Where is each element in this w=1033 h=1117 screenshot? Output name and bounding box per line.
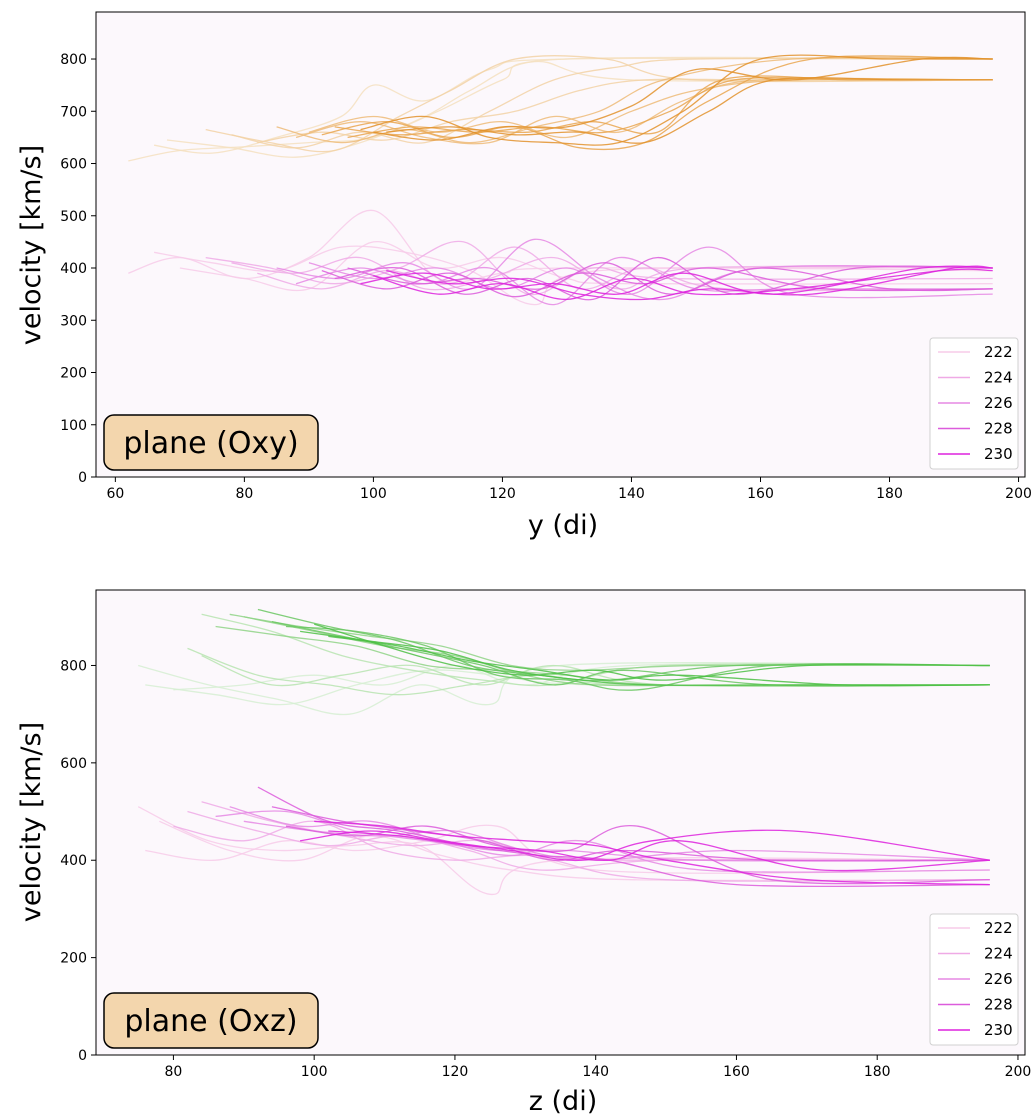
x-axis-label-oxz: z (di) xyxy=(529,1086,597,1117)
legend-label-oxy-224: 224 xyxy=(984,369,1013,387)
legend-label-oxy-230: 230 xyxy=(984,445,1013,463)
x-tick-label-oxy: 60 xyxy=(106,486,124,502)
y-tick-label-oxy: 500 xyxy=(60,209,87,225)
legend-label-oxy-228: 228 xyxy=(984,420,1013,438)
series-line-oxy-lower-6 xyxy=(257,246,993,292)
annotation-box-oxy: plane (Oxy) xyxy=(103,414,319,471)
y-tick-label-oxz: 200 xyxy=(60,951,87,967)
series-line-oxz-upper-6 xyxy=(201,613,990,687)
y-tick-label-oxy: 100 xyxy=(60,418,87,434)
x-tick-label-oxy: 100 xyxy=(360,486,387,502)
legend-oxy: 222 224 226 228 230 xyxy=(929,337,1019,470)
plot-frame-oxz xyxy=(95,589,1026,1056)
ticks-oxz: 80 100 120 140 160 180 200 0 200 400 600 800 xyxy=(60,658,1031,1080)
series-line-oxy-lower-10 xyxy=(321,267,993,298)
series-line-oxy-upper-10 xyxy=(321,55,993,151)
series-line-oxy-lower-2 xyxy=(153,245,993,306)
annotation-text-oxz: plane (Oxz) xyxy=(124,1004,297,1039)
series-line-oxy-upper-13 xyxy=(360,54,993,146)
legend-oxz: 222 224 226 228 230 xyxy=(929,913,1019,1046)
legend-label-oxy-226: 226 xyxy=(984,394,1013,412)
x-tick-label-oxy: 140 xyxy=(618,486,645,502)
x-tick-label-oxz: 120 xyxy=(442,1064,469,1080)
legend-label-oxz-222: 222 xyxy=(984,919,1013,937)
y-tick-label-oxz: 800 xyxy=(60,658,87,674)
series-line-oxy-lower-5 xyxy=(231,256,993,291)
series-line-oxy-upper-15 xyxy=(386,76,993,144)
series-line-oxz-lower-15 xyxy=(328,830,990,872)
series-line-oxy-upper-3 xyxy=(166,60,993,158)
series-line-oxz-upper-12 xyxy=(285,625,990,691)
series-line-oxy-lower-4 xyxy=(205,240,993,296)
x-tick-label-oxz: 80 xyxy=(165,1064,183,1080)
annotation-box-oxz: plane (Oxz) xyxy=(103,992,319,1049)
y-tick-label-oxz: 600 xyxy=(60,756,87,772)
series-line-oxz-upper-5 xyxy=(201,655,990,688)
series-line-oxy-lower-14 xyxy=(373,268,993,301)
annotation-text-oxy: plane (Oxy) xyxy=(123,426,298,461)
y-tick-label-oxz: 400 xyxy=(60,853,87,869)
x-tick-label-oxz: 100 xyxy=(301,1064,328,1080)
series-line-oxy-upper-12 xyxy=(347,76,993,139)
y-tick-label-oxy: 600 xyxy=(60,157,87,173)
y-tick-label-oxz: 0 xyxy=(78,1048,87,1064)
lines-oxy xyxy=(128,54,993,306)
y-tick-label-oxy: 200 xyxy=(60,366,87,382)
x-tick-label-oxy: 200 xyxy=(1005,486,1032,502)
x-axis-label-oxy: y (di) xyxy=(528,510,598,541)
ticks-oxy: 60 80 100 120 140 160 180 200 0 100 200 300 400 500 60… xyxy=(60,52,1032,502)
panel-oxz: 80 100 120 140 160 180 200 0 200 400 600 800 z (di)… xyxy=(16,589,1031,1117)
plot-area-oxz xyxy=(96,590,1025,1055)
plot-area-oxy xyxy=(96,12,1025,477)
series-line-oxy-lower-13 xyxy=(360,265,993,295)
annotation-bg-oxy xyxy=(103,414,319,471)
legend-label-oxz-224: 224 xyxy=(984,945,1013,963)
x-tick-label-oxz: 180 xyxy=(864,1064,891,1080)
y-tick-label-oxy: 800 xyxy=(60,52,87,68)
series-line-oxy-lower-11 xyxy=(334,256,993,301)
y-tick-label-oxy: 0 xyxy=(78,470,87,486)
series-line-oxz-upper-1 xyxy=(138,661,990,716)
series-line-oxz-lower-5 xyxy=(187,810,990,871)
y-tick-label-oxy: 700 xyxy=(60,104,87,120)
series-line-oxy-lower-3 xyxy=(179,241,993,292)
legend-label-oxz-230: 230 xyxy=(984,1021,1013,1039)
y-axis-label-oxz: velocity [km/s] xyxy=(16,722,47,922)
legend-label-oxz-226: 226 xyxy=(984,970,1013,988)
series-line-oxy-lower-15 xyxy=(386,265,993,301)
x-tick-label-oxz: 160 xyxy=(723,1064,750,1080)
y-tick-label-oxy: 300 xyxy=(60,313,87,329)
series-line-oxy-upper-7 xyxy=(276,56,993,144)
series-line-oxz-upper-14 xyxy=(314,623,990,681)
series-line-oxy-upper-14 xyxy=(373,56,993,141)
x-tick-label-oxy: 80 xyxy=(235,486,253,502)
x-tick-label-oxz: 200 xyxy=(1005,1064,1032,1080)
legend-label-oxy-222: 222 xyxy=(984,343,1013,361)
x-tick-label-oxy: 160 xyxy=(747,486,774,502)
legend-label-oxz-228: 228 xyxy=(984,996,1013,1014)
series-line-oxz-upper-15 xyxy=(328,635,990,687)
plot-frame-oxy xyxy=(95,11,1026,478)
legend-frame-oxz xyxy=(929,913,1019,1046)
series-line-oxz-lower-13 xyxy=(300,829,990,862)
x-tick-label-oxz: 140 xyxy=(582,1064,609,1080)
series-line-oxz-lower-14 xyxy=(314,820,990,886)
x-tick-label-oxy: 120 xyxy=(489,486,516,502)
series-line-oxz-upper-13 xyxy=(300,630,990,686)
y-tick-label-oxy: 400 xyxy=(60,261,87,277)
legend-frame-oxy xyxy=(929,337,1019,470)
y-axis-label-oxy: velocity [km/s] xyxy=(16,145,47,345)
series-line-oxy-upper-2 xyxy=(154,57,993,154)
lines-oxz xyxy=(137,608,990,895)
series-line-oxz-lower-8 xyxy=(229,806,990,873)
x-tick-label-oxy: 180 xyxy=(876,486,903,502)
annotation-bg-oxz xyxy=(103,992,319,1049)
panel-oxy: 60 80 100 120 140 160 180 200 0 100 200 300 400 500 60… xyxy=(16,11,1032,541)
